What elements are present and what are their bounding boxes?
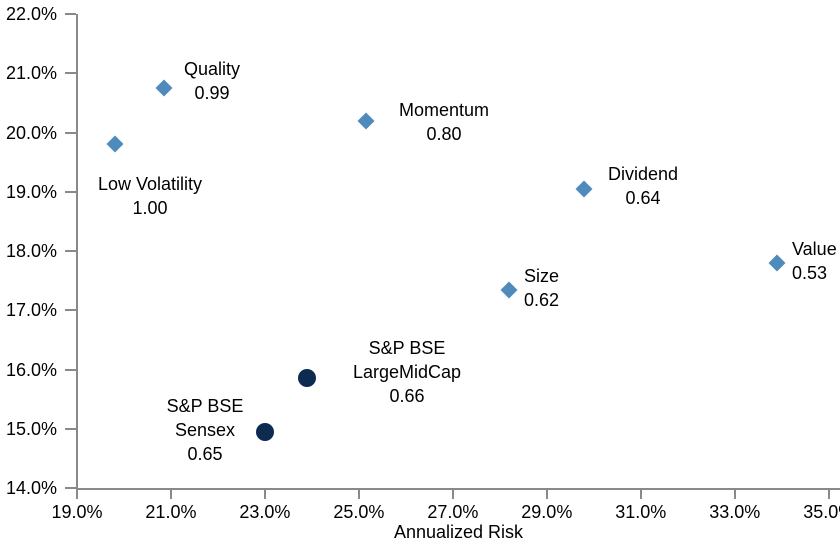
x-axis-title: Annualized Risk — [393, 522, 524, 542]
label-line: 0.65 — [187, 444, 223, 464]
data-point-size — [500, 281, 518, 298]
label-line: Low Volatility — [97, 174, 203, 194]
label-line: 0.53 — [792, 263, 828, 283]
label-line: 1.00 — [132, 198, 168, 218]
label-line: 0.62 — [524, 290, 560, 310]
label-line: LargeMidCap — [352, 362, 462, 382]
x-axis-tick-label: 27.0% — [427, 502, 479, 522]
data-point-s-p-bse-sensex — [255, 422, 274, 441]
x-axis-tick — [451, 490, 454, 499]
y-axis-tick — [65, 427, 76, 430]
y-axis-tick-label: 16.0% — [5, 359, 57, 380]
y-axis-line — [76, 14, 78, 490]
data-label-size: Size 0.62 — [524, 264, 559, 312]
x-axis-tick — [639, 490, 642, 499]
data-label-momentum: Momentum 0.80 — [399, 98, 489, 146]
y-axis-tick — [65, 13, 76, 15]
y-axis-tick-label: 22.0% — [5, 4, 57, 24]
y-axis-tick — [65, 72, 76, 75]
data-label-s-p-bse-largemidcap: S&P BSE LargeMidCap 0.66 — [353, 336, 461, 408]
label-line: Dividend — [607, 164, 679, 184]
data-point-s-p-bse-largemidcap — [298, 369, 317, 388]
data-label-s-p-bse-sensex: S&P BSE Sensex 0.65 — [167, 394, 244, 466]
data-label-value: Value 0.53 — [792, 237, 837, 285]
x-axis-tick — [357, 490, 360, 499]
y-axis-tick — [65, 131, 76, 134]
y-axis-tick-label: 18.0% — [5, 241, 57, 261]
x-axis-tick-label: 21.0% — [145, 502, 197, 522]
label-line: 0.66 — [389, 386, 425, 406]
x-axis-tick-label: 19.0% — [51, 502, 103, 522]
y-axis-tick — [65, 309, 76, 312]
y-axis-tick-label: 14.0% — [5, 478, 57, 498]
data-label-low-volatility: Low Volatility 1.00 — [98, 172, 202, 220]
x-axis-tick — [76, 490, 78, 499]
x-axis-line — [76, 488, 840, 490]
data-point-low-volatility — [106, 135, 124, 153]
label-line: Value — [792, 239, 837, 259]
y-axis-tick — [65, 190, 76, 193]
x-axis-tick-label: 25.0% — [333, 502, 385, 522]
data-point-value — [768, 254, 786, 272]
label-line: Size — [524, 266, 560, 286]
data-label-dividend: Dividend 0.64 — [608, 162, 678, 210]
x-axis-tick-label: 23.0% — [239, 502, 291, 522]
y-axis-tick — [65, 487, 76, 489]
x-axis-tick — [827, 490, 830, 499]
data-point-quality — [155, 79, 173, 97]
label-line: Momentum — [398, 100, 490, 120]
y-axis-tick-label: 20.0% — [5, 122, 57, 143]
x-axis-tick — [733, 490, 736, 499]
x-axis-tick-label: 35.0% — [803, 502, 840, 522]
x-axis-tick — [263, 490, 266, 499]
y-axis-tick — [65, 368, 76, 371]
label-line: Sensex — [174, 420, 236, 440]
y-axis-tick-label: 19.0% — [5, 181, 57, 202]
data-label-quality: Quality 0.99 — [184, 57, 240, 105]
y-axis-tick-label: 17.0% — [5, 300, 57, 321]
y-axis-tick-label: 21.0% — [5, 63, 57, 84]
label-line: S&P BSE — [368, 338, 446, 358]
label-line: 0.80 — [426, 124, 462, 144]
label-line: 0.64 — [625, 188, 661, 208]
data-point-momentum — [357, 112, 375, 130]
label-line: S&P BSE — [166, 396, 244, 416]
x-axis-tick — [169, 490, 172, 499]
label-line: Quality — [183, 59, 241, 79]
x-axis-tick-label: 29.0% — [521, 502, 573, 522]
x-axis-tick-label: 33.0% — [709, 502, 761, 522]
x-axis-tick — [545, 490, 548, 499]
label-line: 0.99 — [194, 83, 230, 103]
data-point-dividend — [575, 180, 593, 198]
y-axis-tick-label: 15.0% — [5, 418, 57, 439]
y-axis-tick — [65, 250, 76, 252]
x-axis-tick-label: 31.0% — [615, 502, 667, 522]
